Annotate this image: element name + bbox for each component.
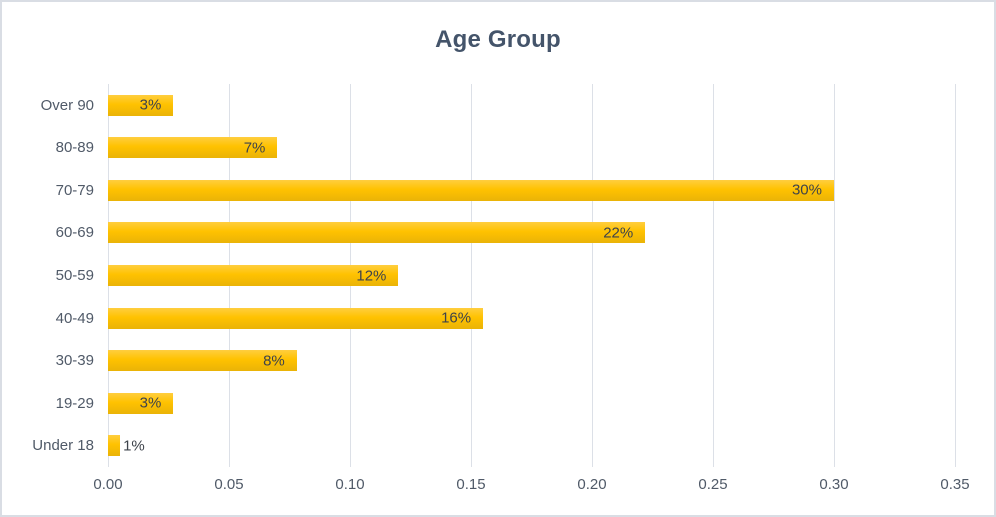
bar: 8%: [108, 350, 297, 372]
bar: 7%: [108, 137, 278, 159]
category-label: 80-89: [55, 139, 94, 157]
gridline: [592, 84, 593, 467]
bar: 16%: [108, 307, 484, 329]
gridline: [471, 84, 472, 467]
bar-row: 30-39 8%: [56, 339, 955, 382]
bar-row: 50-59 12%: [56, 254, 955, 297]
category-label: Under 18: [32, 437, 94, 455]
category-label: 30-39: [55, 352, 94, 370]
category-label: 40-49: [55, 309, 94, 327]
x-tick-label: 0.35: [940, 476, 970, 493]
x-tick-label: 0.25: [698, 476, 728, 493]
x-tick-label: 0.05: [214, 476, 244, 493]
bar-row: 40-49 16%: [56, 297, 955, 340]
bar-value-label: 3%: [139, 96, 162, 114]
gridline: [834, 84, 835, 467]
bar: 3%: [108, 94, 174, 116]
bar-value-label: 22%: [603, 224, 634, 242]
category-label: 70-79: [55, 181, 94, 199]
bar-rows: Over 90 3% 80-89 7% 70-79 30% 60-69 22% 50-59 12%…: [32, 84, 955, 468]
bar: 22%: [108, 222, 646, 244]
x-tick-label: 0.10: [335, 476, 365, 493]
x-tick-label: 0.30: [819, 476, 849, 493]
category-label: Over 90: [40, 96, 94, 114]
bar: 12%: [108, 265, 399, 287]
bar-row: Over 90 3%: [41, 84, 955, 127]
plot-area: Over 90 3% 80-89 7% 70-79 30% 60-69 22% 50-59 12%…: [32, 84, 956, 468]
bar-value-label: 16%: [441, 309, 472, 327]
x-axis: 0.00 0.05 0.10 0.15 0.20 0.25 0.30 0.35: [93, 476, 969, 498]
bar-row: 70-79 30%: [56, 169, 955, 212]
bar-value-label: 30%: [791, 181, 822, 199]
bar-row: 60-69 22%: [56, 212, 955, 255]
bar-value-label: 12%: [356, 267, 387, 285]
bar-value-label: 3%: [139, 394, 162, 412]
chart-title: Age Group: [435, 26, 561, 53]
bar: 1%: [108, 435, 145, 457]
bar: 30%: [108, 179, 834, 201]
bar-row: 80-89 7%: [56, 127, 955, 170]
category-label: 50-59: [55, 267, 94, 285]
bar-value-label: 7%: [243, 139, 266, 157]
bar-row: 19-29 3%: [56, 382, 955, 425]
category-label: 19-29: [55, 394, 94, 412]
bar-value-label: 1%: [123, 437, 145, 455]
x-tick-label: 0.15: [456, 476, 486, 493]
bar-row: Under 18 1%: [32, 425, 955, 468]
x-tick-label: 0.00: [93, 476, 123, 493]
category-label: 60-69: [55, 224, 94, 242]
gridline: [955, 84, 956, 467]
x-tick-label: 0.20: [577, 476, 607, 493]
gridline: [713, 84, 714, 467]
bar-value-label: 8%: [263, 352, 285, 370]
bar: 3%: [108, 392, 174, 414]
